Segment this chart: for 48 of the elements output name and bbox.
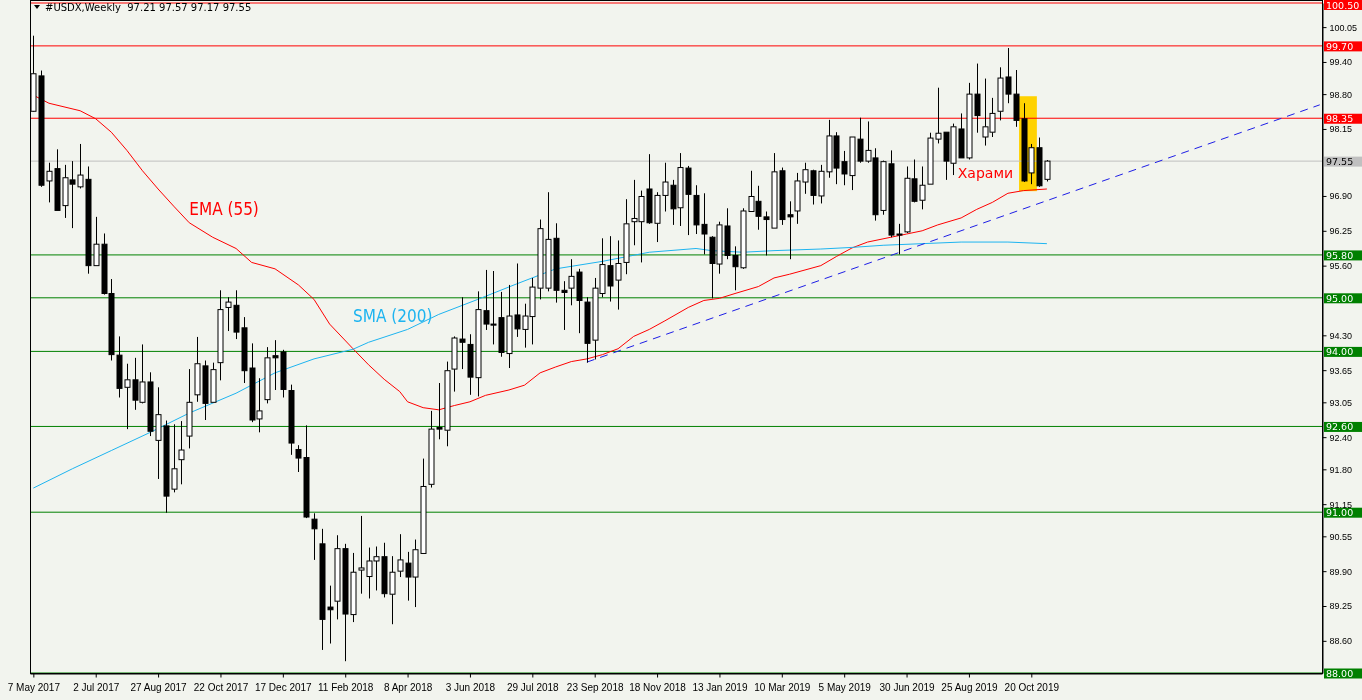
y-tick-label: 94.30: [1329, 330, 1353, 341]
y-tick-label: 92.40: [1329, 432, 1353, 443]
x-tick-label: 22 Oct 2017: [193, 681, 249, 693]
ref-line-label: 100.50: [1326, 0, 1360, 11]
x-tick-label: 27 Aug 2017: [130, 681, 188, 693]
x-tick-label: 8 Apr 2018: [383, 681, 433, 693]
x-tick-label: 29 Jul 2018: [506, 681, 560, 693]
x-tick-label: 20 Oct 2019: [1004, 681, 1060, 693]
series-label: SMA (200): [353, 306, 433, 327]
y-tick-label: 98.15: [1329, 124, 1353, 135]
x-tick-label: 30 Jun 2019: [879, 681, 936, 693]
y-tick-label: 91.80: [1329, 464, 1353, 475]
y-tick-label: 89.25: [1329, 601, 1353, 612]
y-tick-label: 89.90: [1329, 566, 1353, 577]
x-tick-label: 3 Jun 2018: [445, 681, 496, 693]
ref-line-label: 95.00: [1326, 292, 1354, 304]
annotation: Харами: [957, 165, 1014, 182]
y-tick-label: 88.60: [1329, 636, 1353, 647]
y-tick-label: 99.40: [1329, 57, 1353, 68]
y-tick-label: 98.80: [1329, 89, 1353, 100]
chart-title: #USDX,Weekly 97.21 97.57 97.17 97.55: [45, 2, 252, 13]
y-tick-label: 100.05: [1329, 22, 1358, 33]
y-tick-label: 91.15: [1329, 499, 1353, 510]
x-tick-label: 5 May 2019: [818, 681, 872, 693]
ref-line-label: 97.55: [1326, 156, 1354, 168]
ref-line-label: 95.80: [1326, 249, 1354, 261]
y-tick-label: 93.05: [1329, 397, 1353, 408]
ref-line-label: 99.70: [1326, 40, 1354, 52]
series-label: EMA (55): [189, 198, 259, 219]
ref-line-label: 94.00: [1326, 346, 1354, 358]
ref-line-label: 91.00: [1326, 507, 1354, 519]
ref-line-label: 88.00: [1326, 668, 1354, 679]
x-tick-label: 13 Jan 2019: [692, 681, 748, 693]
y-tick-label: 96.90: [1329, 191, 1353, 202]
x-tick-label: 18 Nov 2018: [629, 681, 687, 693]
ref-line-label: 98.35: [1326, 113, 1354, 125]
y-tick-label: 90.55: [1329, 531, 1353, 542]
x-tick-label: 2 Jul 2017: [73, 681, 120, 693]
x-tick-label: 17 Dec 2017: [254, 681, 313, 693]
y-tick-label: 95.60: [1329, 261, 1353, 272]
y-tick-label: 93.65: [1329, 365, 1353, 376]
x-tick-label: 10 Mar 2019: [754, 681, 811, 693]
ref-line-label: 92.60: [1326, 421, 1354, 433]
x-tick-label: 11 Feb 2018: [317, 681, 374, 693]
x-tick-label: 23 Sep 2018: [566, 681, 624, 693]
x-tick-label: 7 May 2017: [7, 681, 61, 693]
y-tick-label: 96.25: [1329, 226, 1353, 237]
x-tick-label: 25 Aug 2019: [941, 681, 998, 693]
